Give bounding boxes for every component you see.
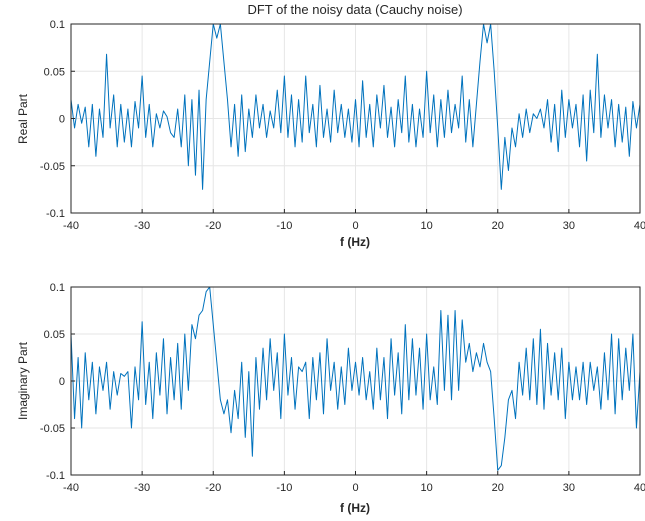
x-tick-label: 40 (634, 220, 645, 232)
x-tick-label: -10 (276, 482, 292, 494)
x-tick-label: -20 (205, 482, 221, 494)
x-tick-label: 20 (492, 482, 504, 494)
y-tick-label: -0.05 (40, 423, 65, 435)
series-line-imaginary (71, 287, 640, 471)
imaginary-part-plot: Imaginary Part f (Hz) -40 -30 -20 -10 0 10 20 3… (16, 282, 645, 515)
chart-title: DFT of the noisy data (Cauchy noise) (247, 2, 462, 17)
y-tick-label: -0.1 (46, 470, 65, 482)
x-tick-label: 20 (492, 220, 504, 232)
x-tick-label: -30 (134, 220, 150, 232)
x-tick-label: 30 (563, 482, 575, 494)
x-tick-label: -40 (63, 220, 79, 232)
y-tick-label: -0.1 (46, 208, 65, 220)
y-tick-label: 0.1 (50, 282, 65, 294)
x-tick-label: 10 (421, 220, 433, 232)
y-tick-label: 0.05 (44, 329, 65, 341)
y-tick-label: 0.1 (50, 19, 65, 31)
y-axis-label-imaginary: Imaginary Part (16, 341, 30, 420)
y-tick-label: 0 (59, 376, 65, 388)
x-tick-label: -20 (205, 220, 221, 232)
y-tick-label: 0.05 (44, 66, 65, 78)
x-tick-label: 10 (421, 482, 433, 494)
x-tick-label: -30 (134, 482, 150, 494)
y-tick-label: -0.05 (40, 161, 65, 173)
x-axis-label-real: f (Hz) (340, 235, 370, 249)
x-tick-label: 40 (634, 482, 645, 494)
real-part-plot: DFT of the noisy data (Cauchy noise) Rea… (16, 2, 645, 249)
series-line-real (71, 24, 640, 190)
x-tick-label: -10 (276, 220, 292, 232)
x-tick-label: 0 (352, 220, 358, 232)
x-tick-label: -40 (63, 482, 79, 494)
x-axis-label-imaginary: f (Hz) (340, 501, 370, 515)
x-tick-label: 0 (352, 482, 358, 494)
y-tick-label: 0 (59, 114, 65, 126)
y-axis-label-real: Real Part (16, 93, 30, 144)
x-tick-label: 30 (563, 220, 575, 232)
